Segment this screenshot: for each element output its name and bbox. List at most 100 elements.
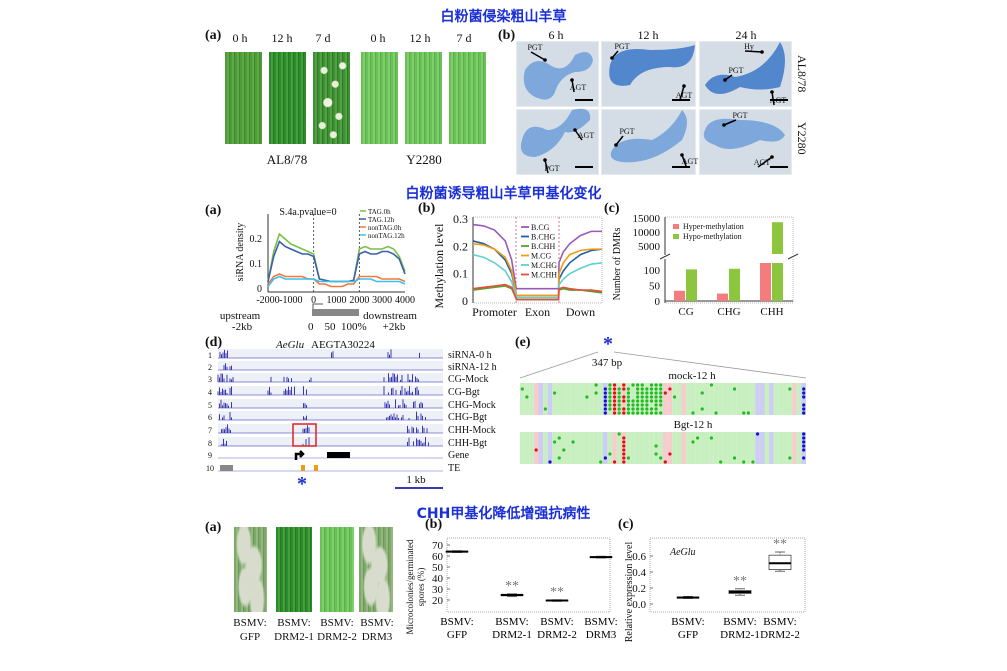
arrow-icon (681, 154, 687, 167)
cytosine-column (792, 432, 797, 464)
methylated-site (640, 403, 644, 407)
panel-label-3c: (c) (618, 517, 634, 532)
cytosine-column (644, 432, 650, 464)
x-category-label: Exon (525, 305, 550, 319)
cytosine-column (663, 432, 668, 464)
y-tick-label: 0 (257, 284, 262, 295)
cytosine-column (639, 383, 645, 415)
leaf-image-al878-12h (269, 52, 306, 144)
cytosine-column (709, 383, 714, 415)
methylated-site (802, 387, 806, 391)
track-background (218, 361, 443, 370)
cytosine-column (667, 432, 673, 464)
section-title-infection: 白粉菌侵染粗山羊草 (440, 9, 567, 25)
methylated-site (649, 395, 654, 399)
cytosine-column (672, 383, 677, 415)
methylated-site (645, 411, 649, 415)
cytosine-column (579, 383, 585, 415)
methylated-site (626, 391, 631, 395)
cytosine-column (616, 432, 622, 464)
cytosine-column (543, 432, 548, 464)
methylated-site (622, 407, 626, 411)
cytosine-column (769, 383, 774, 415)
leaf-image-drm2-2 (320, 527, 354, 612)
methylated-site (612, 383, 617, 387)
downstream-kb-label: +2kb (382, 321, 406, 333)
methylated-site (636, 403, 640, 407)
cytosine-column (736, 383, 742, 415)
x-tick-label: 3000 (372, 295, 392, 306)
y-tick-label: 0.1 (250, 259, 263, 270)
time-label: 7 d (315, 31, 331, 45)
cytosine-column (589, 432, 594, 464)
methylated-site (603, 387, 607, 391)
cytosine-column (524, 383, 530, 415)
arrow-icon (679, 85, 685, 101)
methylated-site (636, 399, 640, 403)
structure-label: AGT (754, 158, 771, 167)
y-tick-label: 0.2 (250, 234, 263, 245)
track-label: TE (448, 463, 460, 474)
x-tick-label: 2000 (349, 295, 369, 306)
methylated-site (617, 395, 621, 399)
bar-lower-Hypo-methylation-CHH (772, 263, 783, 301)
panel-label-3b: (b) (425, 517, 443, 532)
methylated-site (617, 411, 621, 415)
track-number: 5 (208, 401, 212, 410)
panel-label-2c: (c) (604, 201, 620, 216)
methylated-site (608, 407, 612, 411)
leaf-image-drm3 (359, 527, 393, 612)
cytosine-column (686, 383, 691, 415)
methylated-site (562, 448, 566, 452)
methylated-site (659, 387, 663, 391)
arrow-icon (571, 79, 575, 93)
leaf-image-y2280-0h (361, 52, 398, 144)
y-tick-label: 60 (432, 551, 444, 563)
methylated-site (603, 411, 607, 415)
structure-label: PGT (732, 111, 747, 120)
methylated-site (802, 456, 806, 460)
cytosine-column (658, 432, 663, 464)
cytosine-column (773, 432, 779, 464)
section-title-chh: CHH甲基化降低增强抗病性 (416, 506, 591, 522)
methylated-site (626, 456, 631, 460)
cytosine-column (690, 432, 696, 464)
tss-arrow-icon (294, 450, 305, 460)
methylated-site (788, 456, 792, 460)
methylated-site (709, 436, 714, 440)
methylated-site (640, 411, 644, 415)
track-label: CG-Bgt (448, 387, 480, 398)
x-category-label: GFP (678, 629, 698, 641)
arrow-icon (723, 119, 737, 126)
cytosine-column (732, 383, 737, 415)
genotype-label: Y2280 (795, 122, 809, 155)
cytosine-column (787, 383, 793, 415)
methylated-site (654, 444, 658, 448)
structure-label: AGT (676, 91, 693, 100)
y-tick-label: 100 (644, 265, 661, 277)
arrow-head-icon (570, 78, 574, 82)
cytosine-column (589, 383, 594, 415)
cytosine-column (630, 432, 636, 464)
cytosine-column (778, 432, 783, 464)
arrow-head-icon (610, 56, 614, 60)
panel-label-2e: (e) (515, 335, 531, 350)
gene-body-scale: 0 50 100% (308, 321, 367, 333)
cytosine-column (727, 383, 733, 415)
methylated-site (594, 383, 598, 387)
time-label: 0 h (370, 31, 386, 45)
methylated-site (608, 403, 612, 407)
methylated-site (612, 387, 617, 391)
significance-mark: ** (773, 537, 787, 552)
methylated-site (654, 411, 658, 415)
cytosine-column (584, 383, 590, 415)
panel-label-2b: (b) (418, 201, 436, 216)
cytosine-column (552, 383, 557, 415)
methylated-site (622, 456, 626, 460)
zoom-guide-line (519, 351, 599, 379)
cytosine-column (626, 383, 631, 415)
cytosine-column (759, 432, 765, 464)
methylated-site (622, 436, 626, 440)
cytosine-column (556, 432, 562, 464)
methylated-site (668, 452, 672, 456)
